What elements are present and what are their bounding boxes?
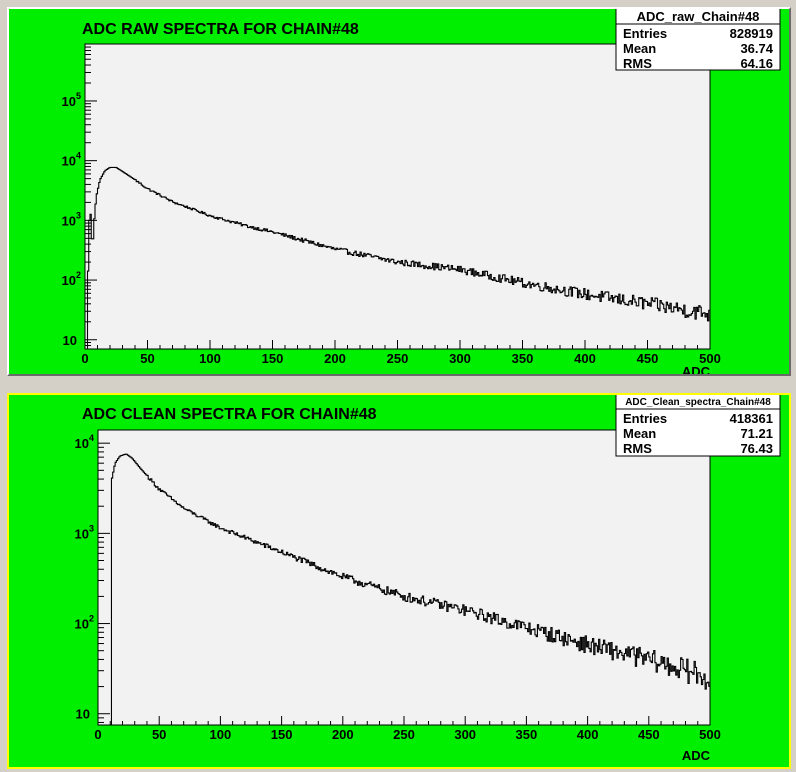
clean-spectra-pad: 0 50 100 150 200 250 300 350 400 450 500 10 102 103 10… (7, 393, 791, 769)
raw-y-tick-label: 102 (62, 270, 81, 288)
raw-y-tick-label: 103 (62, 210, 81, 228)
clean-axes: 0 50 100 150 200 250 300 350 400 450 500 10 102 103 10… (75, 433, 721, 742)
clean-stats-entries-label: Entries (623, 411, 667, 426)
clean-y-tick-label: 104 (75, 433, 94, 451)
raw-histogram (85, 166, 710, 350)
clean-x-tick-label: 0 (94, 727, 101, 742)
clean-x-tick-label: 50 (152, 727, 166, 742)
clean-x-tick-label: 100 (210, 727, 232, 742)
raw-x-tick-label: 100 (199, 351, 221, 366)
raw-x-tick-label: 500 (699, 351, 721, 366)
raw-y-tick-label: 104 (62, 151, 81, 169)
clean-x-tick-label: 450 (638, 727, 660, 742)
raw-x-tick-label: 250 (387, 351, 409, 366)
raw-x-tick-label: 450 (637, 351, 659, 366)
clean-spectra-chart: 0 50 100 150 200 250 300 350 400 450 500 10 102 103 10… (75, 395, 781, 763)
raw-stats-mean-value: 36.74 (740, 41, 773, 56)
raw-frame (84, 43, 711, 350)
clean-stats-mean-label: Mean (623, 426, 656, 441)
clean-stats-rms-label: RMS (623, 441, 652, 456)
raw-x-axis-label: ADC (682, 364, 711, 374)
clean-x-tick-label: 200 (332, 727, 354, 742)
clean-x-tick-label: 300 (454, 727, 476, 742)
clean-stats-name: ADC_Clean_spectra_Chain#48 (625, 397, 771, 408)
raw-y-tick-label: 10 (63, 333, 77, 348)
raw-x-tick-label: 350 (512, 351, 534, 366)
clean-stats-entries-value: 418361 (730, 411, 773, 426)
clean-stats-mean-value: 71.21 (740, 426, 773, 441)
clean-x-axis-label: ADC (682, 748, 711, 763)
raw-chart-title: ADC RAW SPECTRA FOR CHAIN#48 (82, 21, 359, 38)
clean-stats-rms-value: 76.43 (740, 441, 773, 456)
raw-spectra-chart: 0 50 100 150 200 250 300 350 400 450 500 10 102 103 10… (62, 9, 781, 374)
raw-y-tick-label: 105 (62, 91, 81, 109)
clean-y-tick-label: 102 (75, 614, 94, 632)
clean-chart-title: ADC CLEAN SPECTRA FOR CHAIN#48 (82, 406, 377, 423)
raw-x-tick-label: 0 (81, 351, 88, 366)
clean-x-tick-label: 150 (271, 727, 293, 742)
raw-stats-rms-value: 64.16 (740, 56, 773, 71)
clean-x-tick-label: 500 (699, 727, 721, 742)
clean-histogram-line (98, 453, 710, 726)
clean-y-tick-label: 103 (75, 523, 94, 541)
clean-stats-box: ADC_Clean_spectra_Chain#48 Entries 41836… (615, 395, 781, 457)
raw-stats-box: ADC_raw_Chain#48 Entries 828919 Mean 36.… (615, 9, 781, 71)
clean-histogram (98, 453, 710, 726)
raw-spectra-pad: 0 50 100 150 200 250 300 350 400 450 500 10 102 103 10… (7, 7, 791, 376)
raw-stats-entries-label: Entries (623, 26, 667, 41)
raw-stats-mean-label: Mean (623, 41, 656, 56)
raw-x-tick-label: 400 (574, 351, 596, 366)
clean-frame (97, 429, 711, 726)
clean-x-tick-label: 400 (577, 727, 599, 742)
raw-axes: 0 50 100 150 200 250 300 350 400 450 500 10 102 103 10… (62, 43, 721, 366)
raw-x-tick-label: 300 (449, 351, 471, 366)
raw-stats-rms-label: RMS (623, 56, 652, 71)
raw-x-tick-label: 50 (140, 351, 154, 366)
clean-x-tick-label: 250 (393, 727, 415, 742)
raw-x-tick-label: 150 (262, 351, 284, 366)
raw-stats-entries-value: 828919 (730, 26, 773, 41)
raw-stats-name: ADC_raw_Chain#48 (637, 9, 760, 24)
raw-histogram-line (85, 166, 710, 350)
clean-x-tick-label: 350 (516, 727, 538, 742)
raw-x-tick-label: 200 (324, 351, 346, 366)
clean-y-tick-label: 10 (76, 707, 90, 722)
